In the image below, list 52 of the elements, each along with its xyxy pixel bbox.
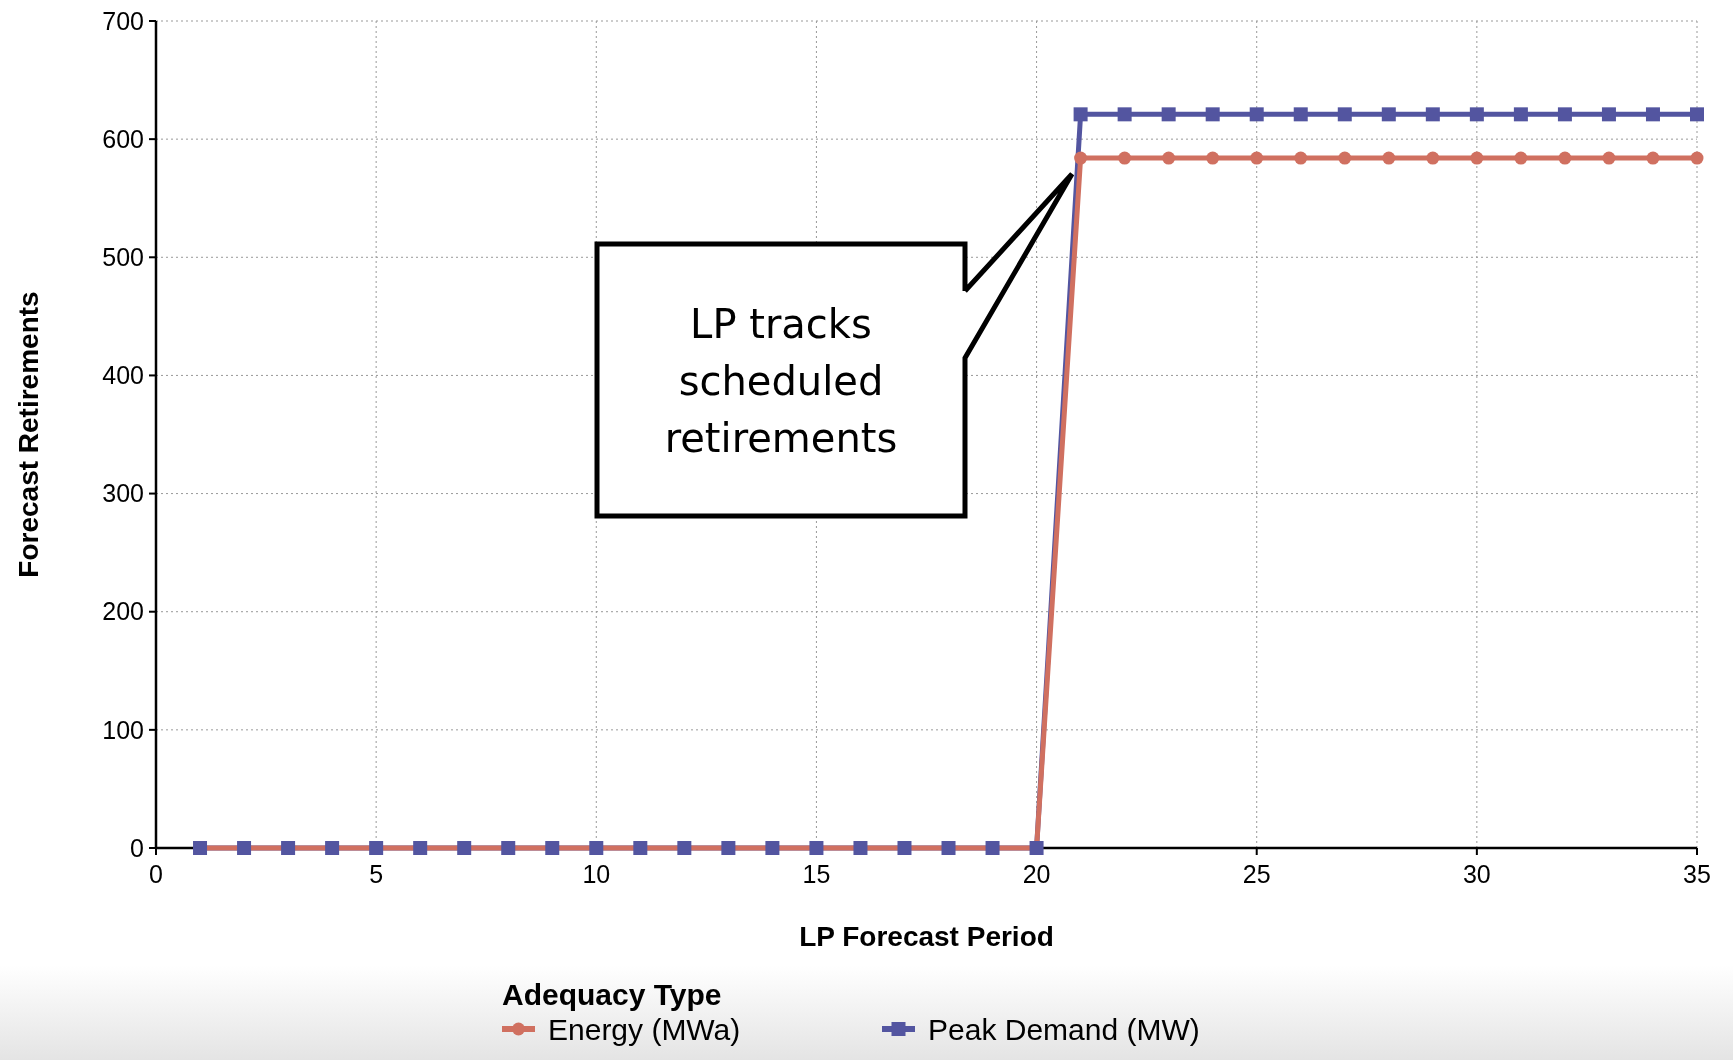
- point: [1382, 151, 1396, 165]
- point: [1337, 107, 1352, 122]
- point: [1250, 151, 1264, 165]
- y-tick-label: 200: [102, 597, 144, 626]
- x-tick-label: 10: [582, 860, 611, 888]
- point: [1161, 107, 1176, 122]
- y-tick-label: 400: [102, 361, 144, 390]
- x-tick-label: 0: [149, 860, 163, 888]
- point: [1513, 107, 1528, 122]
- point: [1690, 107, 1704, 122]
- y-tick-label: 100: [102, 715, 144, 744]
- point: [1206, 151, 1220, 165]
- point: [1425, 107, 1440, 122]
- point: [1338, 151, 1352, 165]
- y-tick-label: 300: [102, 479, 144, 508]
- point: [1293, 107, 1308, 122]
- point: [1117, 107, 1132, 122]
- y-tick-label: 700: [102, 6, 144, 35]
- annotation: LP tracks scheduled retirements: [664, 301, 898, 461]
- point: [1645, 107, 1660, 122]
- x-tick-label: 35: [1683, 860, 1711, 888]
- x-tick-label: 25: [1242, 860, 1271, 888]
- point: [1205, 107, 1220, 122]
- point: [1601, 107, 1616, 122]
- point: [1557, 107, 1572, 122]
- point: [1118, 151, 1132, 165]
- point: [1514, 151, 1528, 165]
- x-axis-title: LP Forecast Period: [799, 921, 1054, 952]
- point: [1558, 151, 1572, 165]
- point: [1381, 107, 1396, 122]
- x-tick-label: 30: [1462, 860, 1491, 888]
- legend-title: Adequacy Type: [502, 978, 722, 1011]
- point: [1294, 151, 1308, 165]
- x-tick-label: 5: [369, 860, 384, 888]
- y-tick-label: 600: [102, 124, 144, 153]
- point: [1162, 151, 1176, 165]
- point: [1646, 151, 1660, 165]
- point: [1074, 151, 1088, 165]
- x-tick-label: 20: [1022, 860, 1051, 888]
- x-tick-label: 15: [802, 860, 831, 888]
- point: [1690, 151, 1704, 165]
- legend-label: Peak Demand (MW): [928, 1013, 1200, 1046]
- y-axis-title: Forecast Retirements: [13, 291, 44, 578]
- point: [1469, 107, 1484, 122]
- point: [1249, 107, 1264, 122]
- point: [1602, 151, 1616, 165]
- point: [1470, 151, 1484, 165]
- y-tick-label: 500: [102, 243, 144, 272]
- y-tick-label: 0: [130, 833, 144, 862]
- legend-label: Energy (MWa): [548, 1013, 741, 1046]
- point: [1426, 151, 1440, 165]
- point: [1073, 107, 1088, 122]
